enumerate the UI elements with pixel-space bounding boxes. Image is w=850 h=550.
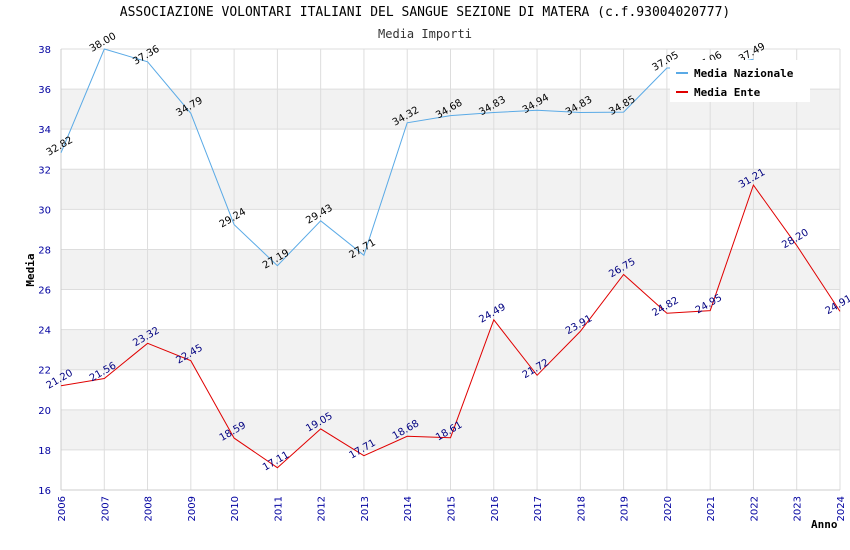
y-tick-label: 36 xyxy=(38,85,51,96)
y-axis-ticks: 16 18 20 22 24 26 28 30 32 34 36 38 xyxy=(38,45,51,497)
x-tick-label: 2007 xyxy=(100,496,111,521)
y-tick-label: 22 xyxy=(38,366,51,377)
x-tick-label: 2022 xyxy=(749,496,760,521)
y-tick-label: 34 xyxy=(38,125,51,136)
chart-title: ASSOCIAZIONE VOLONTARI ITALIANI DEL SANG… xyxy=(119,5,731,20)
x-tick-label: 2016 xyxy=(490,496,501,521)
x-tick-label: 2011 xyxy=(273,496,284,521)
x-tick-label: 2008 xyxy=(144,496,155,521)
x-axis-label: Anno xyxy=(811,518,838,531)
y-tick-label: 16 xyxy=(38,486,51,497)
y-tick-label: 38 xyxy=(38,45,51,56)
y-tick-label: 32 xyxy=(38,165,51,176)
x-tick-label: 2017 xyxy=(533,496,544,521)
y-tick-label: 20 xyxy=(38,406,51,417)
gridlines xyxy=(60,48,841,491)
x-tick-label: 2014 xyxy=(403,496,414,521)
x-tick-label: 2009 xyxy=(187,496,198,521)
x-tick-label: 2024 xyxy=(836,496,847,521)
chart-subtitle: Media Importi xyxy=(378,27,472,41)
x-tick-label: 2019 xyxy=(620,496,631,521)
y-tick-label: 28 xyxy=(38,245,51,256)
y-axis-label: Media xyxy=(24,253,37,286)
x-tick-label: 2021 xyxy=(706,496,717,521)
y-tick-label: 18 xyxy=(38,446,51,457)
legend-entry: Media Nazionale xyxy=(694,67,794,80)
x-tick-label: 2013 xyxy=(360,496,371,521)
series-lines xyxy=(60,48,841,469)
x-tick-label: 2018 xyxy=(576,496,587,521)
y-tick-label: 30 xyxy=(38,205,51,216)
x-tick-label: 2023 xyxy=(793,496,804,521)
x-tick-label: 2006 xyxy=(57,496,68,521)
legend-entry: Media Ente xyxy=(694,86,761,99)
series-line-1 xyxy=(60,184,841,469)
legend: Media Nazionale Media Ente xyxy=(670,60,810,102)
x-tick-label: 2010 xyxy=(230,496,241,521)
y-tick-label: 26 xyxy=(38,286,51,297)
x-axis-ticks: 2006 2007 2008 2009 2010 2011 2012 2013 2014 2015… xyxy=(57,496,847,521)
series-line-0 xyxy=(60,48,754,267)
x-tick-label: 2012 xyxy=(317,496,328,521)
legend-box xyxy=(670,60,810,102)
x-tick-label: 2020 xyxy=(663,496,674,521)
x-tick-label: 2015 xyxy=(447,496,458,521)
y-tick-label: 24 xyxy=(38,326,51,337)
